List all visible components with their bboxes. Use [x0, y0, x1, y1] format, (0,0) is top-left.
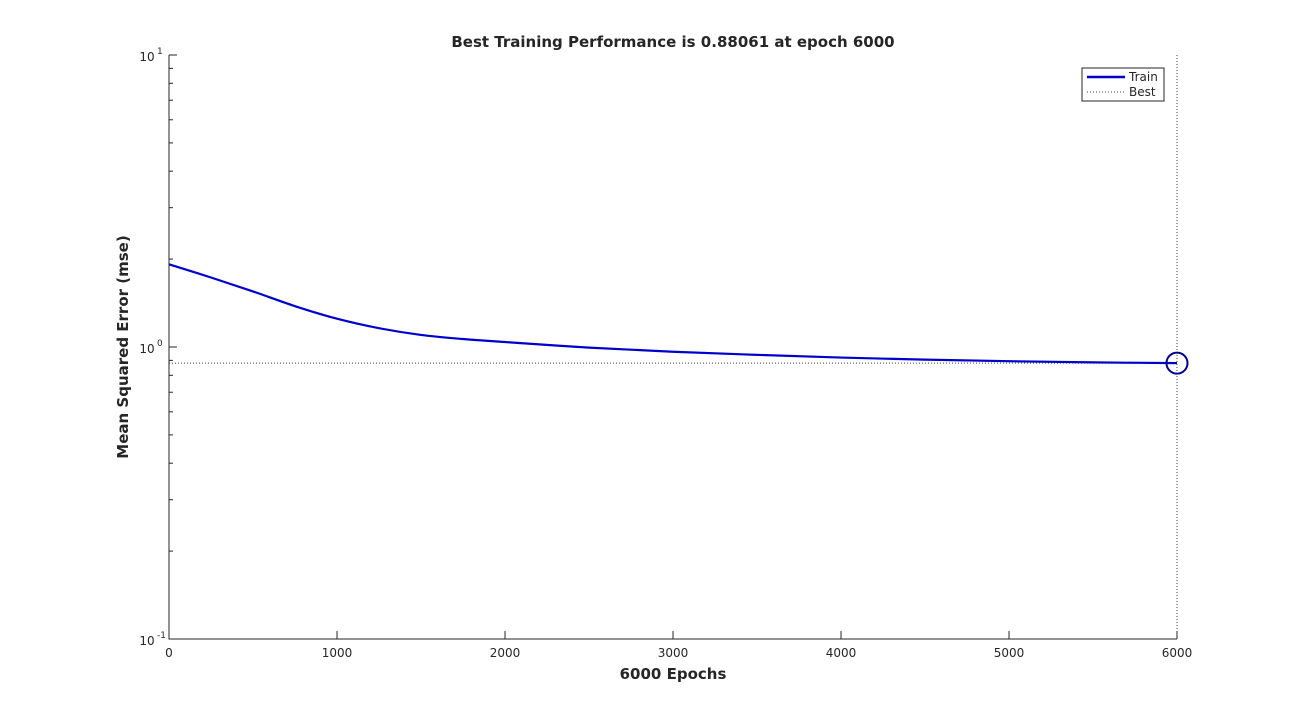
axes-box — [169, 55, 1177, 639]
train-series-line — [168, 263, 1178, 365]
y-tick-exponent: 0 — [157, 339, 163, 349]
x-tick-label: 2000 — [490, 646, 521, 660]
x-tick-label: 1000 — [322, 646, 353, 660]
plot-marks — [168, 55, 1189, 639]
x-axis-label: 6000 Epochs — [620, 665, 727, 683]
legend-train-label: Train — [1128, 70, 1158, 84]
legend-best-label: Best — [1129, 85, 1156, 99]
y-tick-label: 10 — [139, 634, 154, 648]
legend: Train Best — [1081, 67, 1165, 102]
x-tick-label: 3000 — [658, 646, 689, 660]
y-tick-label: 10 — [139, 50, 154, 64]
y-tick-label: 10 — [139, 342, 154, 356]
x-tick-label: 0 — [165, 646, 173, 660]
legend-box — [1081, 67, 1165, 102]
x-tick-label: 4000 — [826, 646, 857, 660]
x-axis-ticks: 0 1000 2000 3000 4000 5000 6000 — [165, 631, 1192, 660]
y-tick-exponent: -1 — [157, 631, 166, 641]
y-tick-exponent: 1 — [157, 47, 163, 57]
best-point-marker — [1165, 351, 1189, 375]
x-tick-label: 6000 — [1162, 646, 1193, 660]
x-tick-label: 5000 — [994, 646, 1025, 660]
y-axis-label: Mean Squared Error (mse) — [114, 235, 132, 458]
chart-title: Best Training Performance is 0.88061 at … — [451, 33, 894, 51]
